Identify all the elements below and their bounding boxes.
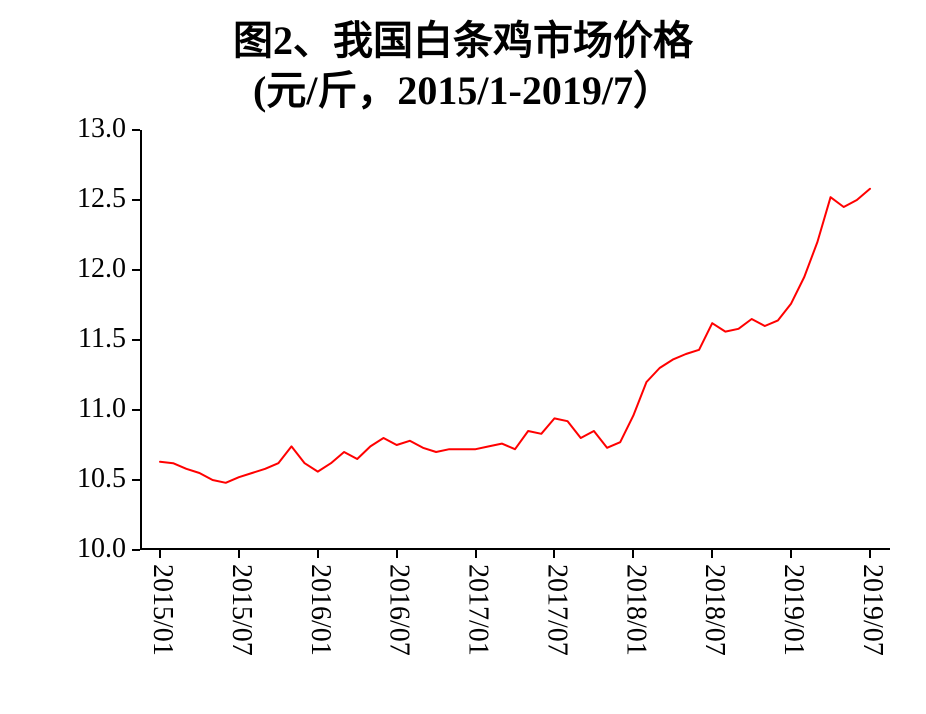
x-tick-mark: [711, 550, 713, 558]
y-tick-mark: [132, 549, 140, 551]
y-tick-mark: [132, 199, 140, 201]
x-tick-mark: [790, 550, 792, 558]
x-tick-label: 2018/07: [698, 564, 730, 656]
chart-title-line2: (元/斤，2015/1-2019/7）: [0, 58, 926, 116]
x-tick-label: 2018/01: [619, 564, 651, 656]
y-tick-label: 12.5: [16, 183, 126, 215]
y-tick-mark: [132, 129, 140, 131]
y-tick-mark: [132, 409, 140, 411]
x-tick-mark: [238, 550, 240, 558]
x-tick-mark: [632, 550, 634, 558]
x-tick-mark: [159, 550, 161, 558]
y-tick-mark: [132, 479, 140, 481]
x-tick-label: 2017/07: [540, 564, 572, 656]
x-tick-mark: [553, 550, 555, 558]
y-tick-label: 12.0: [16, 253, 126, 285]
y-tick-mark: [132, 269, 140, 271]
y-tick-label: 10.5: [16, 463, 126, 495]
x-tick-mark: [869, 550, 871, 558]
x-tick-label: 2019/07: [856, 564, 888, 656]
y-tick-mark: [132, 339, 140, 341]
y-tick-label: 11.5: [16, 323, 126, 355]
x-tick-label: 2016/01: [304, 564, 336, 656]
x-tick-label: 2017/01: [462, 564, 494, 656]
y-tick-label: 13.0: [16, 113, 126, 145]
y-tick-label: 10.0: [16, 533, 126, 565]
plot-area: [140, 130, 890, 550]
x-tick-mark: [317, 550, 319, 558]
x-tick-label: 2016/07: [383, 564, 415, 656]
price-line: [140, 130, 890, 550]
y-tick-label: 11.0: [16, 393, 126, 425]
x-tick-mark: [475, 550, 477, 558]
chart-figure: 图2、我国白条鸡市场价格 (元/斤，2015/1-2019/7） 13.012.…: [0, 0, 926, 714]
x-tick-label: 2015/07: [225, 564, 257, 656]
x-tick-mark: [396, 550, 398, 558]
x-tick-label: 2015/01: [146, 564, 178, 656]
x-tick-label: 2019/01: [777, 564, 809, 656]
